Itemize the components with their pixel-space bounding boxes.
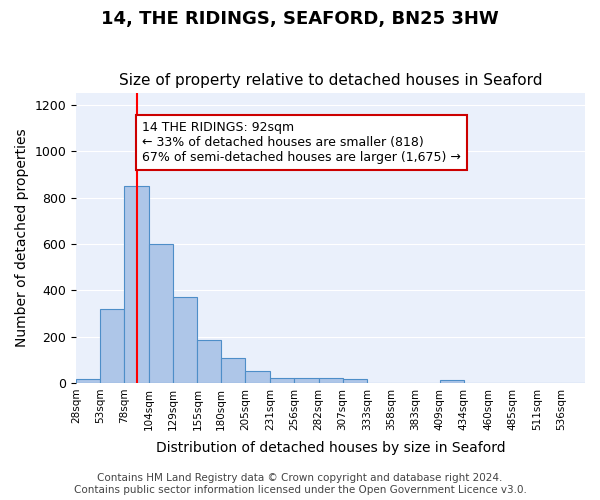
X-axis label: Distribution of detached houses by size in Seaford: Distribution of detached houses by size … bbox=[156, 441, 505, 455]
Bar bbox=[221, 358, 245, 383]
Bar bbox=[149, 244, 173, 383]
Bar bbox=[440, 380, 464, 383]
Bar bbox=[100, 309, 124, 383]
Bar bbox=[173, 297, 197, 383]
Bar bbox=[76, 380, 100, 383]
Y-axis label: Number of detached properties: Number of detached properties bbox=[15, 129, 29, 348]
Bar bbox=[294, 378, 319, 383]
Text: Contains HM Land Registry data © Crown copyright and database right 2024.
Contai: Contains HM Land Registry data © Crown c… bbox=[74, 474, 526, 495]
Bar bbox=[319, 378, 343, 383]
Bar bbox=[270, 378, 294, 383]
Bar bbox=[245, 372, 270, 383]
Bar bbox=[124, 186, 149, 383]
Text: 14, THE RIDINGS, SEAFORD, BN25 3HW: 14, THE RIDINGS, SEAFORD, BN25 3HW bbox=[101, 10, 499, 28]
Bar bbox=[197, 340, 221, 383]
Title: Size of property relative to detached houses in Seaford: Size of property relative to detached ho… bbox=[119, 73, 542, 88]
Text: 14 THE RIDINGS: 92sqm
← 33% of detached houses are smaller (818)
67% of semi-det: 14 THE RIDINGS: 92sqm ← 33% of detached … bbox=[142, 121, 461, 164]
Bar bbox=[343, 380, 367, 383]
